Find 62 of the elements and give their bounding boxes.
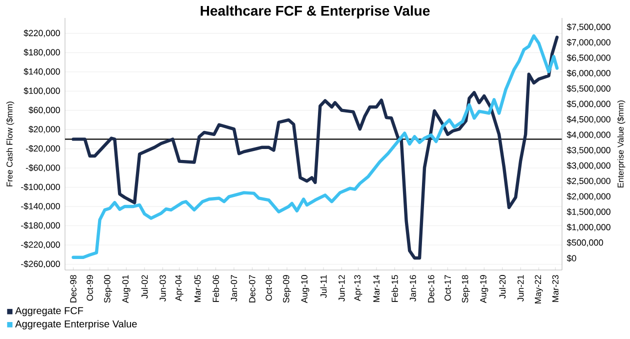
y-tick-label: -$140,000: [21, 202, 60, 210]
x-tick-label: Sep-09: [283, 275, 291, 303]
y-tick-label: $20,000: [28, 126, 60, 134]
y-tick-label: -$220,000: [21, 241, 60, 249]
y2-tick-label: $2,500,000: [566, 177, 610, 186]
y2-tick-label: $2,000,000: [566, 192, 610, 200]
x-tick-label: Jun-03: [160, 275, 166, 302]
chart-title: Healthcare FCF & Enterprise Value: [200, 5, 430, 19]
x-tick-label: Jun-21: [517, 275, 524, 302]
legend-label: Aggregate FCF: [15, 307, 84, 316]
y2-tick-label: $7,500,000: [566, 23, 610, 32]
x-tick-label: Feb-15: [391, 275, 398, 302]
x-tick-label: Mar-05: [194, 275, 201, 302]
x-tick-label: Sep-00: [104, 275, 112, 303]
y2-tick-label: $7,000,000: [566, 38, 610, 46]
y2-tick-label: $5,000,000: [566, 100, 610, 108]
x-tick-label: Dec-98: [70, 275, 76, 302]
x-tick-label: Mar-23: [552, 275, 558, 302]
y-tick-label: $100,000: [24, 87, 60, 95]
y2-tick-label: $3,000,000: [566, 162, 610, 170]
y2-tick-label: $4,000,000: [566, 131, 610, 139]
y-tick-label: $180,000: [24, 48, 60, 56]
y2-axis-title: Enterprise Value ($mm): [617, 100, 626, 188]
x-tick-label: Dec-07: [249, 275, 256, 302]
y-tick-label: $140,000: [24, 68, 60, 76]
x-tick-label: Mar-14: [373, 274, 380, 302]
y-axis-title: Free Cash Flow ($mm): [6, 102, 14, 186]
x-tick-label: Aug-01: [122, 275, 130, 304]
y2-tick-label: $1,000,000: [566, 224, 610, 232]
y-tick-label: $220,000: [24, 30, 60, 38]
x-tick-label: Aug-19: [480, 275, 488, 304]
x-tick-label: Sep-18: [462, 275, 470, 303]
x-tick-label: Jul-20: [499, 275, 506, 299]
x-tick-label: Jan-07: [230, 275, 238, 302]
x-tick-label: Dec-16: [428, 275, 434, 302]
y2-tick-label: $6,500,000: [566, 54, 610, 62]
y-tick-label: -$100,000: [21, 183, 60, 192]
y2-tick-label: $500,000: [566, 239, 604, 247]
y2-tick-label: $5,500,000: [566, 85, 610, 93]
legend-label: Aggregate Enterprise Value: [15, 320, 137, 330]
x-tick-label: Oct-08: [266, 275, 272, 301]
y-tick-label: -$180,000: [21, 222, 60, 230]
x-tick-label: Jan-16: [410, 275, 416, 302]
x-tick-label: Apr-04: [175, 274, 184, 302]
x-tick-label: Aug-10: [301, 275, 310, 304]
y-tick-label: $60,000: [28, 106, 60, 114]
x-tick-label: Jul-11: [320, 275, 327, 298]
x-tick-label: Oct-99: [86, 275, 93, 301]
y2-tick-label: $3,500,000: [566, 146, 610, 154]
x-tick-label: Oct-17: [444, 275, 451, 301]
y-tick-label: -$260,000: [21, 260, 60, 268]
x-tick-label: Jun-12: [338, 275, 345, 302]
y2-tick-label: $1,500,000: [566, 208, 610, 216]
x-tick-label: May-22: [534, 275, 543, 304]
y2-tick-label: $6,000,000: [566, 70, 610, 78]
y-tick-label: -$20,000: [26, 144, 60, 153]
y-tick-label: -$60,000: [26, 164, 60, 172]
y2-tick-label: $0: [566, 254, 576, 262]
x-tick-label: Jul-02: [141, 275, 148, 299]
x-tick-label: Feb-06: [212, 275, 219, 302]
x-tick-label: Apr-13: [354, 275, 362, 302]
y2-tick-label: $4,500,000: [566, 116, 610, 124]
